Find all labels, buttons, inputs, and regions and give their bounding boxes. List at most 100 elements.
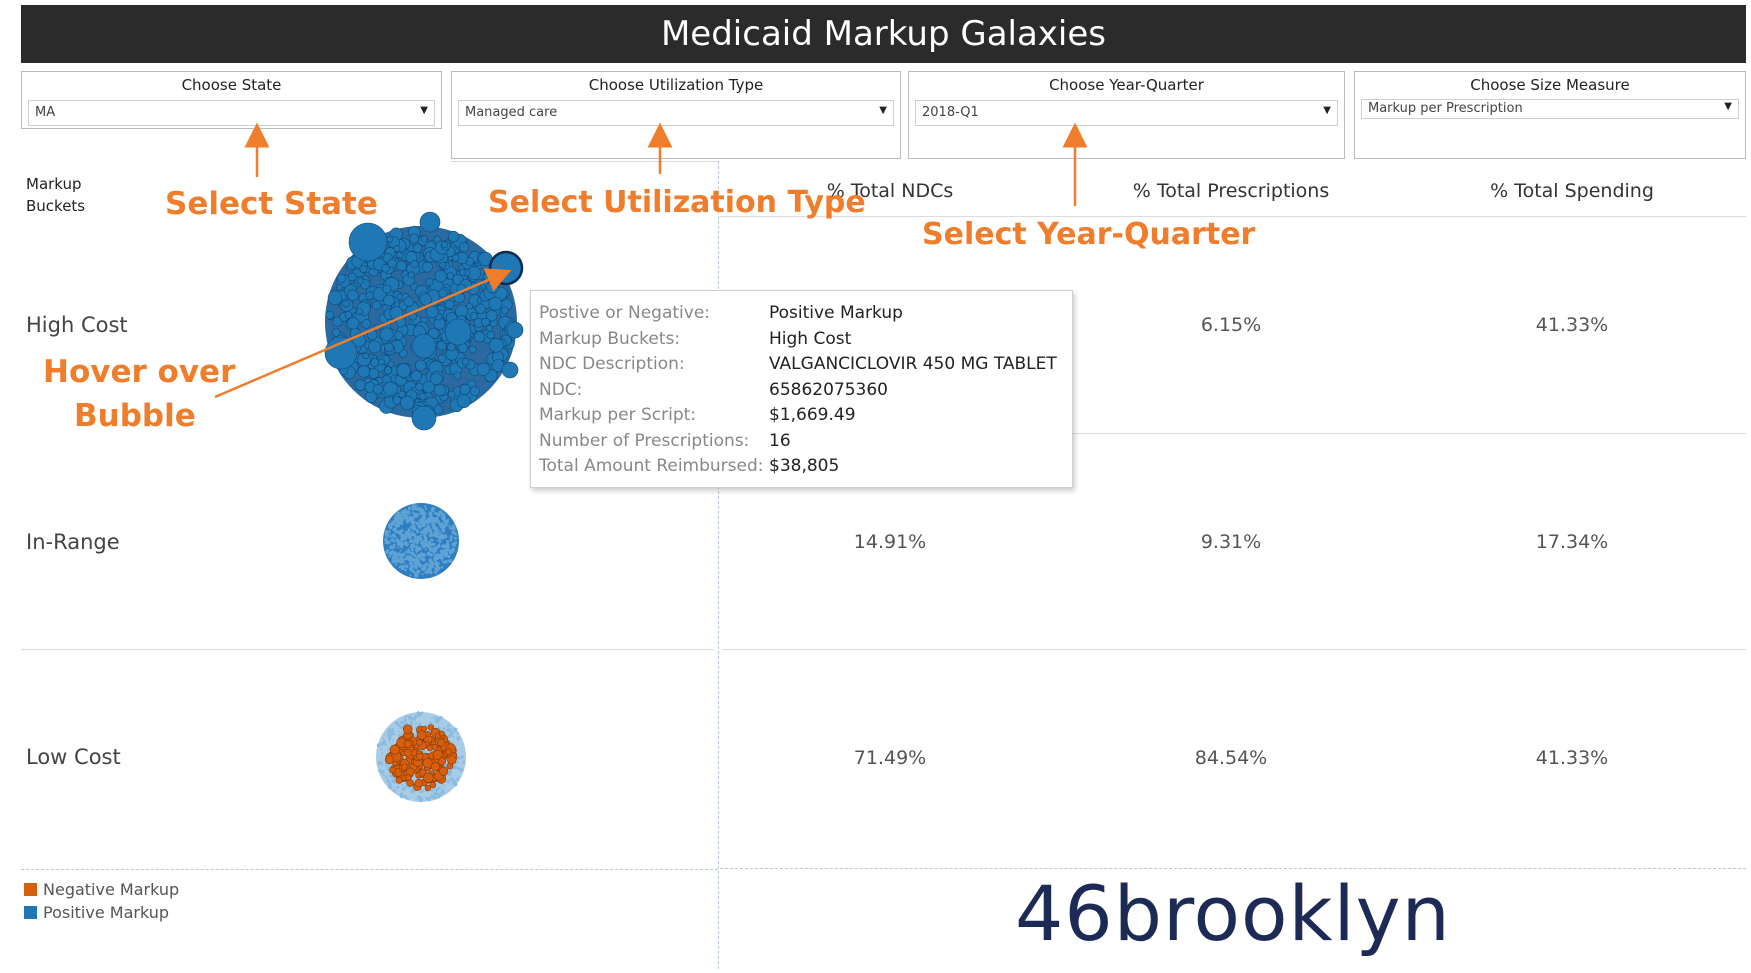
markup-bubble[interactable] bbox=[421, 523, 426, 528]
markup-bubble[interactable] bbox=[432, 527, 435, 530]
markup-bubble[interactable] bbox=[424, 562, 429, 567]
markup-bubble[interactable] bbox=[368, 340, 381, 354]
markup-bubble[interactable] bbox=[413, 512, 417, 516]
markup-bubble[interactable] bbox=[406, 797, 409, 800]
markup-bubble[interactable] bbox=[404, 774, 412, 781]
markup-bubble[interactable] bbox=[425, 532, 428, 535]
markup-bubble[interactable] bbox=[415, 504, 418, 507]
markup-bubble[interactable] bbox=[459, 242, 470, 253]
markup-bubble[interactable] bbox=[396, 511, 401, 516]
markup-bubble[interactable] bbox=[389, 545, 394, 550]
markup-bubble[interactable] bbox=[419, 798, 424, 802]
markup-bubble[interactable] bbox=[444, 318, 472, 346]
markup-bubble[interactable] bbox=[424, 519, 429, 524]
markup-bubble[interactable] bbox=[395, 530, 398, 533]
markup-bubble[interactable] bbox=[436, 719, 441, 723]
markup-bubble[interactable] bbox=[397, 546, 399, 549]
markup-bubble[interactable] bbox=[392, 739, 395, 742]
markup-bubble[interactable] bbox=[393, 790, 397, 793]
markup-bubble[interactable] bbox=[414, 778, 423, 788]
markup-bubble[interactable] bbox=[424, 548, 427, 551]
markup-bubble[interactable] bbox=[379, 769, 383, 774]
markup-bubble[interactable] bbox=[405, 531, 409, 535]
markup-bubble[interactable] bbox=[388, 523, 392, 527]
markup-bubble[interactable] bbox=[388, 530, 391, 533]
markup-bubble[interactable] bbox=[383, 381, 398, 397]
markup-bubble[interactable] bbox=[422, 564, 426, 568]
markup-bubble[interactable] bbox=[420, 567, 425, 572]
markup-bubble[interactable] bbox=[403, 516, 407, 519]
markup-bubble[interactable] bbox=[424, 784, 432, 792]
markup-bubble[interactable] bbox=[411, 789, 414, 792]
markup-bubble[interactable] bbox=[448, 549, 451, 552]
markup-bubble[interactable] bbox=[411, 511, 414, 514]
markup-bubble[interactable] bbox=[370, 358, 380, 367]
markup-bubble[interactable] bbox=[424, 568, 427, 571]
markup-bubble[interactable] bbox=[384, 755, 394, 765]
markup-bubble[interactable] bbox=[451, 254, 460, 262]
utilization-type-dropdown[interactable]: Managed care ▼ bbox=[458, 100, 894, 126]
markup-bubble[interactable] bbox=[444, 554, 448, 558]
markup-bubble[interactable] bbox=[385, 775, 388, 777]
markup-bubble[interactable] bbox=[428, 533, 433, 538]
markup-bubble[interactable] bbox=[425, 796, 429, 800]
markup-bubble[interactable] bbox=[426, 744, 433, 752]
markup-bubble[interactable] bbox=[398, 533, 400, 535]
markup-bubble[interactable] bbox=[421, 261, 433, 273]
markup-bubble[interactable] bbox=[411, 558, 416, 562]
markup-bubble[interactable] bbox=[456, 766, 460, 770]
markup-bubble[interactable] bbox=[451, 779, 457, 784]
markup-bubble[interactable] bbox=[416, 739, 423, 746]
markup-bubble[interactable] bbox=[506, 321, 524, 339]
markup-bubble[interactable] bbox=[401, 786, 406, 791]
markup-bubble[interactable] bbox=[459, 767, 464, 772]
markup-bubble[interactable] bbox=[388, 554, 391, 558]
markup-bubble[interactable] bbox=[389, 744, 400, 755]
markup-bubble[interactable] bbox=[393, 516, 398, 521]
markup-bubble[interactable] bbox=[396, 785, 400, 789]
chevron-down-icon[interactable]: ▼ bbox=[1724, 101, 1732, 112]
markup-bubble[interactable] bbox=[437, 795, 441, 799]
markup-bubble[interactable] bbox=[434, 559, 437, 563]
markup-bubble[interactable] bbox=[419, 211, 441, 233]
markup-bubble[interactable] bbox=[409, 555, 413, 559]
markup-bubble[interactable] bbox=[400, 395, 415, 411]
markup-bubble[interactable] bbox=[414, 545, 419, 549]
markup-bubble[interactable] bbox=[457, 779, 459, 781]
in-range-galaxy[interactable] bbox=[383, 503, 459, 579]
markup-bubble[interactable] bbox=[400, 554, 404, 557]
markup-bubble[interactable] bbox=[443, 549, 448, 554]
markup-bubble[interactable] bbox=[407, 715, 413, 720]
markup-bubble[interactable] bbox=[411, 544, 415, 548]
markup-bubble[interactable] bbox=[434, 796, 438, 800]
markup-bubble[interactable] bbox=[437, 792, 442, 797]
markup-bubble[interactable] bbox=[432, 749, 443, 760]
markup-bubble[interactable] bbox=[442, 544, 447, 549]
markup-bubble[interactable] bbox=[403, 514, 406, 516]
markup-bubble[interactable] bbox=[431, 542, 436, 546]
markup-bubble[interactable] bbox=[406, 549, 411, 554]
markup-bubble[interactable] bbox=[403, 296, 414, 307]
chevron-down-icon[interactable]: ▼ bbox=[879, 105, 887, 116]
markup-bubble[interactable] bbox=[381, 264, 390, 273]
markup-bubble[interactable] bbox=[347, 289, 359, 301]
markup-bubble[interactable] bbox=[394, 331, 404, 341]
markup-bubble[interactable] bbox=[460, 755, 463, 759]
markup-bubble[interactable] bbox=[430, 788, 434, 792]
markup-bubble[interactable] bbox=[486, 330, 495, 340]
markup-bubble[interactable] bbox=[404, 563, 407, 565]
markup-bubble[interactable] bbox=[378, 743, 381, 746]
low-cost-galaxy[interactable] bbox=[376, 711, 466, 803]
markup-bubble[interactable] bbox=[437, 562, 440, 565]
markup-bubble[interactable] bbox=[444, 748, 452, 756]
markup-bubble[interactable] bbox=[433, 404, 444, 415]
markup-bubble[interactable] bbox=[447, 230, 460, 243]
markup-bubble[interactable] bbox=[384, 366, 393, 375]
markup-bubble[interactable] bbox=[448, 524, 451, 528]
markup-bubble[interactable] bbox=[438, 515, 440, 517]
markup-bubble[interactable] bbox=[404, 540, 407, 544]
markup-bubble[interactable] bbox=[407, 528, 411, 532]
markup-bubble[interactable] bbox=[412, 506, 416, 511]
markup-bubble[interactable] bbox=[382, 773, 386, 776]
